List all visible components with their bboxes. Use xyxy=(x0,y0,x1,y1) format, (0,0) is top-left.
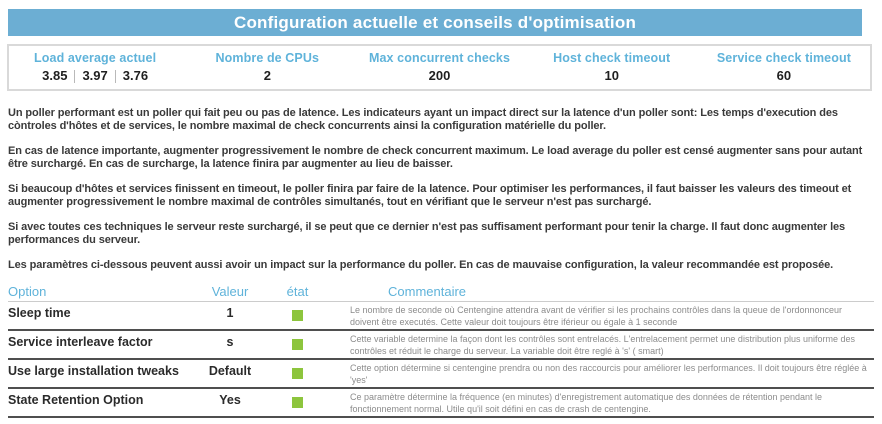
option-name: State Retention Option xyxy=(8,393,144,408)
option-name: Sleep time xyxy=(8,306,71,321)
status-cell xyxy=(275,333,320,357)
table-row-state-retention-option: State Retention Option Yes Ce paramètre … xyxy=(8,389,874,419)
summary-card-label: Host check timeout xyxy=(553,51,671,65)
status-ok-icon xyxy=(292,397,303,409)
summary-card-label: Load average actuel xyxy=(34,51,157,65)
column-header-option: Option xyxy=(8,284,47,300)
advice-paragraph: En cas de latence importante, augmenter … xyxy=(8,145,863,171)
poller-configuration-page: Configuration actuelle et conseils d'opt… xyxy=(0,9,882,424)
options-table: Option Valeur état Commentaire Sleep tim… xyxy=(8,284,874,419)
summary-card-value: 10 xyxy=(604,68,619,83)
option-value: Yes xyxy=(219,393,241,408)
load-average-values: 3.85 3.97 3.76 xyxy=(9,68,181,84)
summary-panel: Load average actuel 3.85 3.97 3.76 Nombre … xyxy=(7,44,872,92)
table-row-sleep-time: Sleep time 1 Le nombre de seconde où Cen… xyxy=(8,302,874,332)
option-comment: Le nombre de seconde où Centengine atten… xyxy=(350,305,843,327)
table-row-service-interleave-factor: Service interleave factor s Cette variab… xyxy=(8,331,874,361)
load-average-15min: 3.76 xyxy=(122,68,149,83)
summary-card-service-check-timeout: Service check timeout 60 xyxy=(698,51,870,83)
advice-paragraph: Si beaucoup d'hôtes et services finissen… xyxy=(8,183,852,209)
value-divider xyxy=(74,70,76,84)
advice-text-block: Un poller performant est un poller qui f… xyxy=(8,107,874,272)
column-header-status: état xyxy=(286,284,309,300)
option-comment: Ce paramètre détermine la fréquence (en … xyxy=(350,392,823,414)
option-value: s xyxy=(226,335,234,350)
status-ok-icon xyxy=(292,368,303,380)
column-header-comment: Commentaire xyxy=(388,284,467,300)
advice-paragraph: Un poller performant est un poller qui f… xyxy=(8,107,838,133)
advice-paragraph: Les paramètres ci-dessous peuvent aussi … xyxy=(8,259,834,272)
summary-card-value: 200 xyxy=(428,68,451,83)
summary-card-label: Service check timeout xyxy=(716,51,851,65)
status-cell xyxy=(275,391,320,415)
option-comment: Cette option détermine si centengine pre… xyxy=(350,363,867,385)
value-divider xyxy=(114,70,116,84)
status-cell xyxy=(275,362,320,386)
status-cell xyxy=(275,304,320,328)
status-ok-icon xyxy=(292,310,303,322)
page-title: Configuration actuelle et conseils d'opt… xyxy=(8,9,862,36)
summary-card-label: Max concurrent checks xyxy=(368,51,511,65)
load-average-1min: 3.85 xyxy=(42,68,68,83)
table-header-row: Option Valeur état Commentaire xyxy=(8,284,874,303)
summary-card-cpus: Nombre de CPUs 2 xyxy=(181,51,353,83)
option-value: 1 xyxy=(226,306,234,321)
option-comment: Cette variable determine la façon dont l… xyxy=(350,334,855,356)
summary-card-load-average: Load average actuel 3.85 3.97 3.76 xyxy=(9,51,181,84)
table-row-use-large-installation-tweaks: Use large installation tweaks Default Ce… xyxy=(8,360,874,390)
option-name: Service interleave factor xyxy=(8,335,153,350)
load-average-5min: 3.97 xyxy=(82,68,108,83)
summary-card-value: 60 xyxy=(776,68,792,83)
summary-card-max-concurrent-checks: Max concurrent checks 200 xyxy=(353,51,525,83)
advice-paragraph: Si avec toutes ces techniques le serveur… xyxy=(8,221,846,247)
option-value: Default xyxy=(208,364,252,379)
summary-card-value: 2 xyxy=(263,68,271,83)
column-header-value: Valeur xyxy=(211,284,249,300)
summary-card-label: Nombre de CPUs xyxy=(215,51,320,65)
option-name: Use large installation tweaks xyxy=(8,364,179,379)
summary-card-host-check-timeout: Host check timeout 10 xyxy=(526,51,698,83)
status-ok-icon xyxy=(292,339,303,351)
